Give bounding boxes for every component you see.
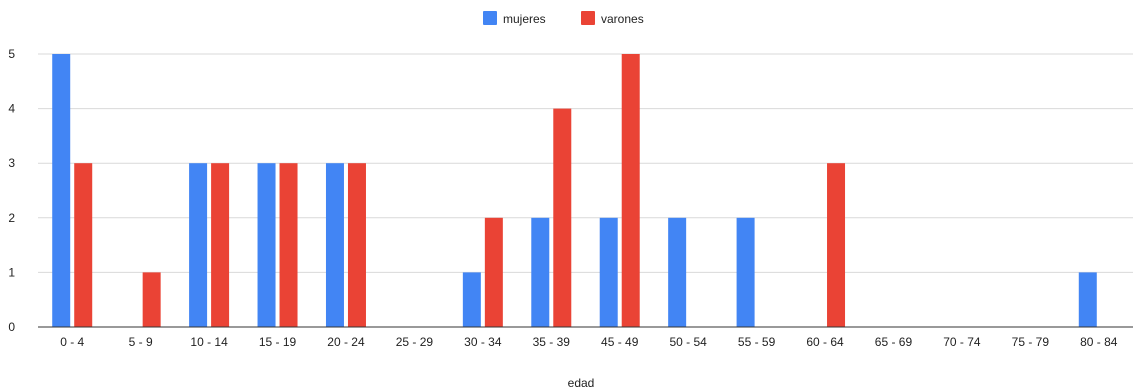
y-tick-label: 5 <box>8 47 15 61</box>
x-tick-label: 25 - 29 <box>396 335 434 349</box>
legend-swatch-varones <box>581 11 595 25</box>
bar-mujeres-3 <box>257 163 276 327</box>
bar-mujeres-15 <box>1078 272 1097 327</box>
legend-label-mujeres: mujeres <box>503 12 546 26</box>
bar-varones-4 <box>347 163 366 327</box>
bar-mujeres-7 <box>531 217 550 327</box>
x-tick-label: 5 - 9 <box>129 335 153 349</box>
bar-varones-11 <box>827 163 846 327</box>
bar-mujeres-0 <box>52 54 71 327</box>
x-tick-label: 70 - 74 <box>943 335 981 349</box>
bar-varones-3 <box>279 163 298 327</box>
x-tick-label: 20 - 24 <box>327 335 365 349</box>
bar-mujeres-6 <box>462 272 481 327</box>
bar-varones-7 <box>553 108 572 327</box>
bar-varones-1 <box>142 272 161 327</box>
x-tick-label: 30 - 34 <box>464 335 502 349</box>
x-tick-label: 75 - 79 <box>1012 335 1050 349</box>
y-tick-label: 1 <box>8 265 15 279</box>
x-axis-title: edad <box>568 376 595 390</box>
y-tick-label: 2 <box>8 211 15 225</box>
x-axis-labels: 0 - 4 5 - 9 10 - 14 15 - 19 20 - 24 25 - 29 30… <box>60 335 1118 349</box>
bar-mujeres-2 <box>189 163 208 327</box>
x-tick-label: 80 - 84 <box>1080 335 1118 349</box>
bar-varones-0 <box>74 163 93 327</box>
y-tick-label: 4 <box>8 102 15 116</box>
y-tick-label: 3 <box>8 156 15 170</box>
bars <box>52 54 1097 327</box>
x-tick-label: 60 - 64 <box>806 335 844 349</box>
bar-mujeres-8 <box>599 217 618 327</box>
y-axis-labels: 0 1 2 3 4 5 <box>8 47 15 334</box>
x-tick-label: 55 - 59 <box>738 335 776 349</box>
x-tick-label: 10 - 14 <box>190 335 228 349</box>
x-tick-label: 50 - 54 <box>669 335 707 349</box>
bar-varones-2 <box>211 163 230 327</box>
x-tick-label: 65 - 69 <box>875 335 913 349</box>
x-tick-label: 45 - 49 <box>601 335 639 349</box>
x-tick-label: 35 - 39 <box>533 335 571 349</box>
bar-varones-8 <box>621 54 640 327</box>
legend: mujeres varones <box>483 11 644 26</box>
legend-swatch-mujeres <box>483 11 497 25</box>
legend-label-varones: varones <box>601 12 644 26</box>
x-tick-label: 0 - 4 <box>60 335 84 349</box>
bar-mujeres-4 <box>325 163 344 327</box>
bar-mujeres-10 <box>736 217 755 327</box>
x-tick-label: 15 - 19 <box>259 335 297 349</box>
y-tick-label: 0 <box>8 320 15 334</box>
bar-varones-6 <box>484 217 503 327</box>
bar-mujeres-9 <box>668 217 687 327</box>
